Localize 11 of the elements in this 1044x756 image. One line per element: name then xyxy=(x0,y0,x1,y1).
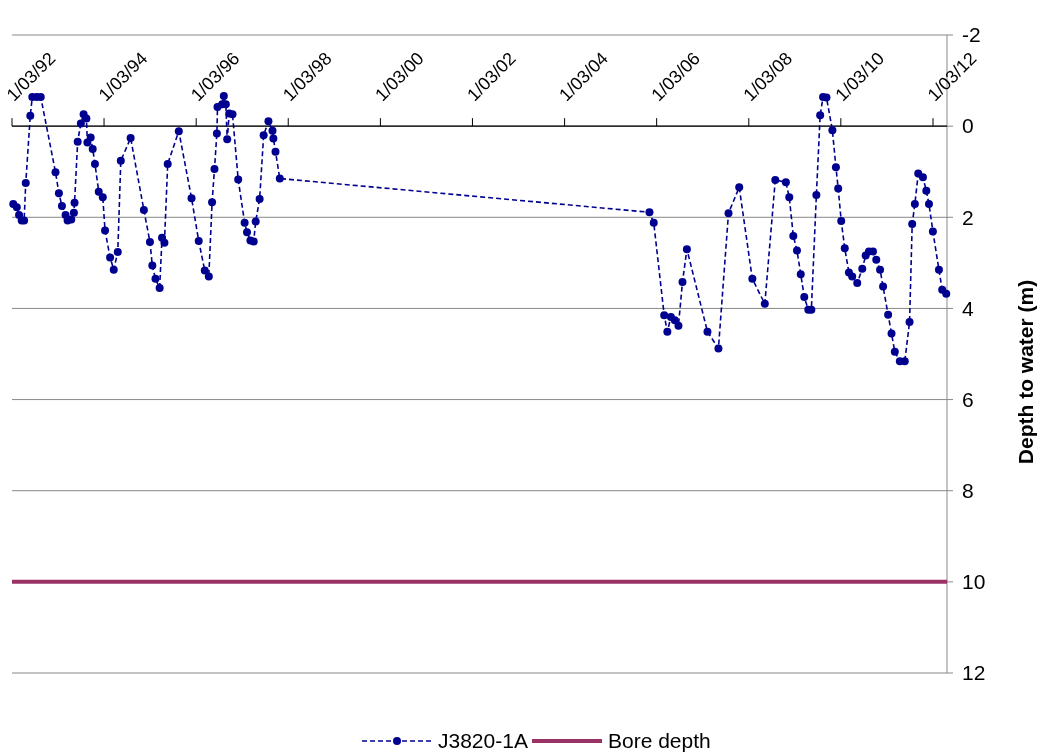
y-tick-label: 12 xyxy=(962,661,986,685)
legend-label: J3820-1A xyxy=(438,729,528,753)
legend-label: Bore depth xyxy=(608,729,711,753)
y-tick-label: 8 xyxy=(962,479,974,503)
y-tick-label: 0 xyxy=(962,114,974,138)
y-tick-label: 10 xyxy=(962,570,986,594)
y-axis-title: Depth to water (m) xyxy=(1014,279,1037,465)
y-tick-label: -2 xyxy=(962,23,981,47)
y-tick-label: 4 xyxy=(962,296,974,320)
y-tick-label: 2 xyxy=(962,205,974,229)
y-tick-label: 6 xyxy=(962,387,974,411)
